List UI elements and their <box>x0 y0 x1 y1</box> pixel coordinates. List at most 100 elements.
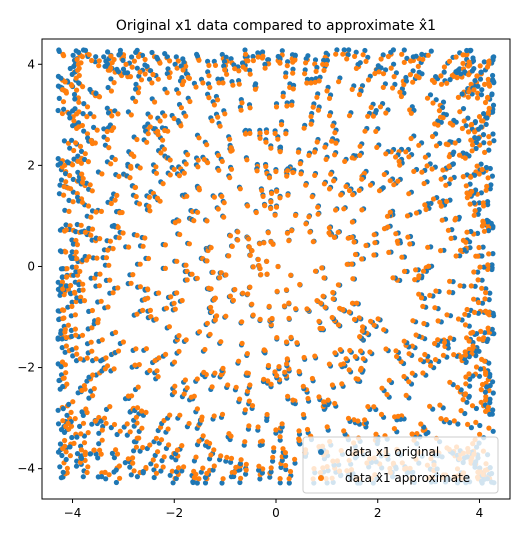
data-point-approximate <box>135 54 142 60</box>
data-point-approximate <box>137 165 143 171</box>
data-point-approximate <box>365 113 371 119</box>
data-point-original <box>388 49 394 55</box>
data-point-approximate <box>340 307 346 313</box>
data-point-approximate <box>247 252 253 258</box>
data-point-approximate <box>423 206 429 213</box>
data-point-original <box>460 106 467 112</box>
data-point-approximate <box>60 99 67 105</box>
data-point-approximate <box>246 398 252 404</box>
data-point-original <box>68 313 74 319</box>
data-point-approximate <box>97 271 103 277</box>
data-point-approximate <box>462 311 468 317</box>
data-point-approximate <box>428 363 434 369</box>
data-point-original <box>473 145 479 152</box>
data-point-original <box>75 390 81 396</box>
data-point-original <box>75 153 81 159</box>
data-point-approximate <box>463 239 469 245</box>
data-point-approximate <box>184 277 190 283</box>
data-point-original <box>231 62 237 68</box>
data-point-approximate <box>163 351 169 357</box>
data-point-approximate <box>454 75 460 81</box>
data-point-approximate <box>351 316 358 322</box>
data-point-approximate <box>249 301 255 307</box>
data-point-approximate <box>160 181 166 187</box>
data-point-original <box>60 406 66 412</box>
data-point-approximate <box>480 118 486 124</box>
data-point-approximate <box>158 150 164 156</box>
data-point-original <box>483 164 489 171</box>
data-point-approximate <box>430 196 437 202</box>
data-point-approximate <box>229 243 235 249</box>
data-point-approximate <box>394 353 400 360</box>
data-point-approximate <box>243 467 249 473</box>
data-point-approximate <box>359 328 365 334</box>
data-point-approximate <box>283 287 289 293</box>
data-point-approximate <box>274 373 280 379</box>
data-point-approximate <box>88 214 94 220</box>
data-point-approximate <box>117 428 123 434</box>
data-point-approximate <box>186 241 192 247</box>
data-point-approximate <box>102 366 108 372</box>
data-point-approximate <box>367 182 374 188</box>
data-point-approximate <box>286 476 292 482</box>
data-point-approximate <box>200 433 206 439</box>
data-point-approximate <box>462 391 469 397</box>
data-point-approximate <box>103 355 109 361</box>
data-point-approximate <box>232 66 238 72</box>
data-point-approximate <box>194 275 200 281</box>
data-point-approximate <box>221 200 227 206</box>
data-point-approximate <box>391 74 397 80</box>
data-point-approximate <box>290 70 296 76</box>
data-point-approximate <box>176 348 182 354</box>
data-point-approximate <box>455 384 461 390</box>
data-point-approximate <box>269 190 275 196</box>
data-point-original <box>242 47 248 53</box>
data-point-approximate <box>331 234 337 240</box>
data-point-approximate <box>87 182 93 188</box>
data-point-original <box>64 412 70 418</box>
data-point-approximate <box>60 418 66 424</box>
data-point-approximate <box>477 431 483 437</box>
data-point-approximate <box>110 246 116 252</box>
data-point-approximate <box>482 296 488 302</box>
data-point-original <box>80 111 86 117</box>
data-point-approximate <box>335 322 342 328</box>
data-point-approximate <box>393 154 399 160</box>
data-point-approximate <box>346 187 353 194</box>
data-point-approximate <box>111 80 117 86</box>
data-point-original <box>428 48 434 54</box>
data-point-original <box>286 480 292 486</box>
data-point-original <box>490 251 496 257</box>
data-point-approximate <box>217 275 223 281</box>
data-point-original <box>259 470 265 476</box>
data-point-original <box>73 358 80 364</box>
data-point-original <box>58 177 65 183</box>
data-point-original <box>58 75 64 81</box>
data-point-approximate <box>303 60 309 66</box>
data-point-original <box>81 101 87 107</box>
data-point-original <box>108 425 114 431</box>
data-point-approximate <box>60 375 66 381</box>
data-point-approximate <box>406 154 412 160</box>
data-point-original <box>61 138 67 144</box>
data-point-original <box>133 81 139 87</box>
data-point-approximate <box>447 335 453 341</box>
data-point-approximate <box>62 329 68 335</box>
data-point-approximate <box>85 430 91 436</box>
data-point-approximate <box>183 337 189 343</box>
data-point-approximate <box>114 192 120 198</box>
data-point-original <box>464 399 470 405</box>
data-point-approximate <box>290 397 296 403</box>
data-point-approximate <box>156 290 162 296</box>
data-point-original <box>58 364 64 370</box>
data-point-approximate <box>223 313 229 319</box>
data-point-approximate <box>178 123 184 129</box>
data-point-original <box>353 49 359 55</box>
data-point-original <box>70 241 76 247</box>
data-point-approximate <box>261 240 267 246</box>
data-point-original <box>72 106 78 112</box>
data-point-original <box>472 78 478 84</box>
data-point-approximate <box>463 381 469 387</box>
data-point-approximate <box>478 387 484 393</box>
